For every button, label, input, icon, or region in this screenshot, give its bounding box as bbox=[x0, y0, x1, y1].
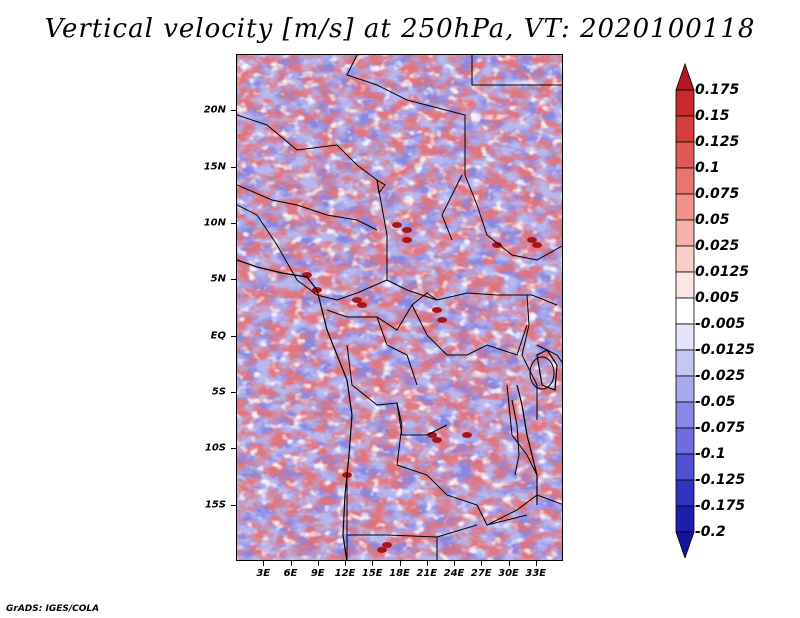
colorbar-label: -0.175 bbox=[695, 498, 746, 514]
coastline bbox=[237, 259, 558, 560]
colorbar-swatch bbox=[675, 245, 695, 273]
lat-tick-label: 10S bbox=[204, 442, 226, 454]
lon-tick-label: 6E bbox=[283, 568, 298, 579]
lat-tick-label: EQ bbox=[210, 330, 226, 342]
colorbar-label: 0.1 bbox=[695, 160, 720, 176]
vertical-velocity-field bbox=[237, 55, 562, 560]
colorbar-swatch bbox=[675, 141, 695, 169]
ascent-cell bbox=[402, 227, 412, 233]
colorbar-swatch bbox=[675, 115, 695, 143]
ascent-cell bbox=[532, 242, 542, 248]
lat-tick-mark bbox=[231, 166, 236, 168]
lon-tick-label: 12E bbox=[334, 568, 356, 579]
map-title: Vertical velocity [m/s] at 250hPa, VT: 2… bbox=[44, 14, 756, 44]
lon-tick-label: 33E bbox=[525, 568, 547, 579]
colorbar bbox=[675, 62, 695, 558]
colorbar-label: -0.125 bbox=[695, 472, 746, 488]
colorbar-label: 0.025 bbox=[695, 238, 740, 254]
lat-tick-label: 15S bbox=[204, 499, 226, 511]
lon-tick-mark bbox=[317, 561, 319, 566]
colorbar-label: -0.005 bbox=[695, 316, 746, 332]
colorbar-label: -0.0125 bbox=[695, 342, 755, 358]
field-neutral-layer bbox=[237, 55, 562, 560]
ascent-cell bbox=[392, 222, 402, 228]
lon-tick-mark bbox=[263, 561, 265, 566]
colorbar-label: 0.125 bbox=[695, 134, 740, 150]
lakes bbox=[376, 178, 555, 476]
colorbar-swatch bbox=[675, 505, 695, 533]
lat-tick-mark bbox=[231, 110, 236, 112]
lat-tick-label: 5N bbox=[210, 273, 226, 285]
colorbar-label: 0.175 bbox=[695, 82, 740, 98]
lat-tick-label: 15N bbox=[203, 161, 226, 173]
colorbar-swatch bbox=[675, 401, 695, 429]
colorbar-label: -0.025 bbox=[695, 368, 746, 384]
ascent-cell bbox=[357, 302, 367, 308]
colorbar-swatch bbox=[675, 89, 695, 117]
strong-ascent-cells bbox=[302, 222, 542, 553]
colorbar-swatch bbox=[675, 453, 695, 481]
lon-tick-mark bbox=[345, 561, 346, 566]
colorbar-swatch bbox=[675, 427, 695, 455]
ascent-cell bbox=[462, 432, 472, 438]
colorbar-swatch bbox=[675, 297, 695, 325]
lon-tick-mark bbox=[535, 561, 537, 566]
lon-tick-mark bbox=[508, 561, 510, 566]
lat-tick-mark bbox=[231, 504, 236, 506]
ascent-cell bbox=[402, 237, 412, 243]
lat-tick-mark bbox=[231, 279, 236, 281]
colorbar-swatch bbox=[675, 349, 695, 377]
lon-tick-label: 24E bbox=[443, 568, 465, 579]
ascent-cell bbox=[437, 317, 447, 323]
colorbar-label: -0.1 bbox=[695, 446, 726, 462]
map-panel bbox=[236, 54, 563, 561]
lon-tick-mark bbox=[426, 561, 428, 566]
ascent-cell bbox=[432, 437, 442, 443]
colorbar-swatch bbox=[675, 271, 695, 299]
colorbar-swatch bbox=[675, 193, 695, 221]
ascent-cell bbox=[492, 242, 502, 248]
lon-tick-label: 9E bbox=[310, 568, 325, 579]
lon-tick-mark bbox=[372, 561, 374, 566]
lat-tick-mark bbox=[231, 448, 236, 450]
colorbar-swatch bbox=[675, 375, 695, 403]
lat-tick-label: 5S bbox=[211, 386, 226, 398]
lon-tick-label: 27E bbox=[470, 568, 492, 579]
lon-tick-mark bbox=[290, 561, 292, 566]
lat-tick-mark bbox=[231, 335, 236, 337]
lon-tick-label: 3E bbox=[256, 568, 271, 579]
ascent-cell bbox=[432, 307, 442, 313]
lon-tick-mark bbox=[481, 561, 483, 566]
colorbar-label: 0.005 bbox=[695, 290, 740, 306]
ascent-cell bbox=[377, 547, 387, 553]
ascent-cell bbox=[382, 542, 392, 548]
lon-tick-label: 21E bbox=[416, 568, 438, 579]
lat-tick-label: 10N bbox=[203, 217, 226, 229]
lon-tick-label: 30E bbox=[498, 568, 519, 579]
lat-tick-mark bbox=[231, 392, 236, 393]
colorbar-label: -0.05 bbox=[695, 394, 736, 410]
colorbar-label: 0.15 bbox=[695, 108, 730, 124]
colorbar-label: 0.075 bbox=[695, 186, 740, 202]
lon-tick-label: 18E bbox=[389, 568, 410, 579]
colorbar-swatch bbox=[675, 167, 695, 195]
lon-tick-mark bbox=[454, 561, 455, 566]
colorbar-label: 0.05 bbox=[695, 212, 730, 228]
colorbar-swatch bbox=[675, 323, 695, 351]
country-borders bbox=[237, 55, 562, 560]
colorbar-swatch bbox=[675, 531, 695, 558]
lat-tick-mark bbox=[231, 223, 236, 224]
colorbar-swatch bbox=[675, 219, 695, 247]
ascent-cell bbox=[527, 237, 537, 243]
grads-credit: GrADS: IGES/COLA bbox=[6, 604, 100, 614]
colorbar-label: 0.0125 bbox=[695, 264, 750, 280]
lat-tick-label: 20N bbox=[203, 104, 226, 116]
colorbar-label: -0.2 bbox=[695, 524, 726, 540]
colorbar-swatch bbox=[675, 479, 695, 507]
ascent-cell bbox=[352, 297, 362, 303]
colorbar-label: -0.075 bbox=[695, 420, 746, 436]
colorbar-swatch bbox=[675, 62, 695, 91]
lon-tick-mark bbox=[399, 561, 401, 566]
lon-tick-label: 15E bbox=[361, 568, 383, 579]
